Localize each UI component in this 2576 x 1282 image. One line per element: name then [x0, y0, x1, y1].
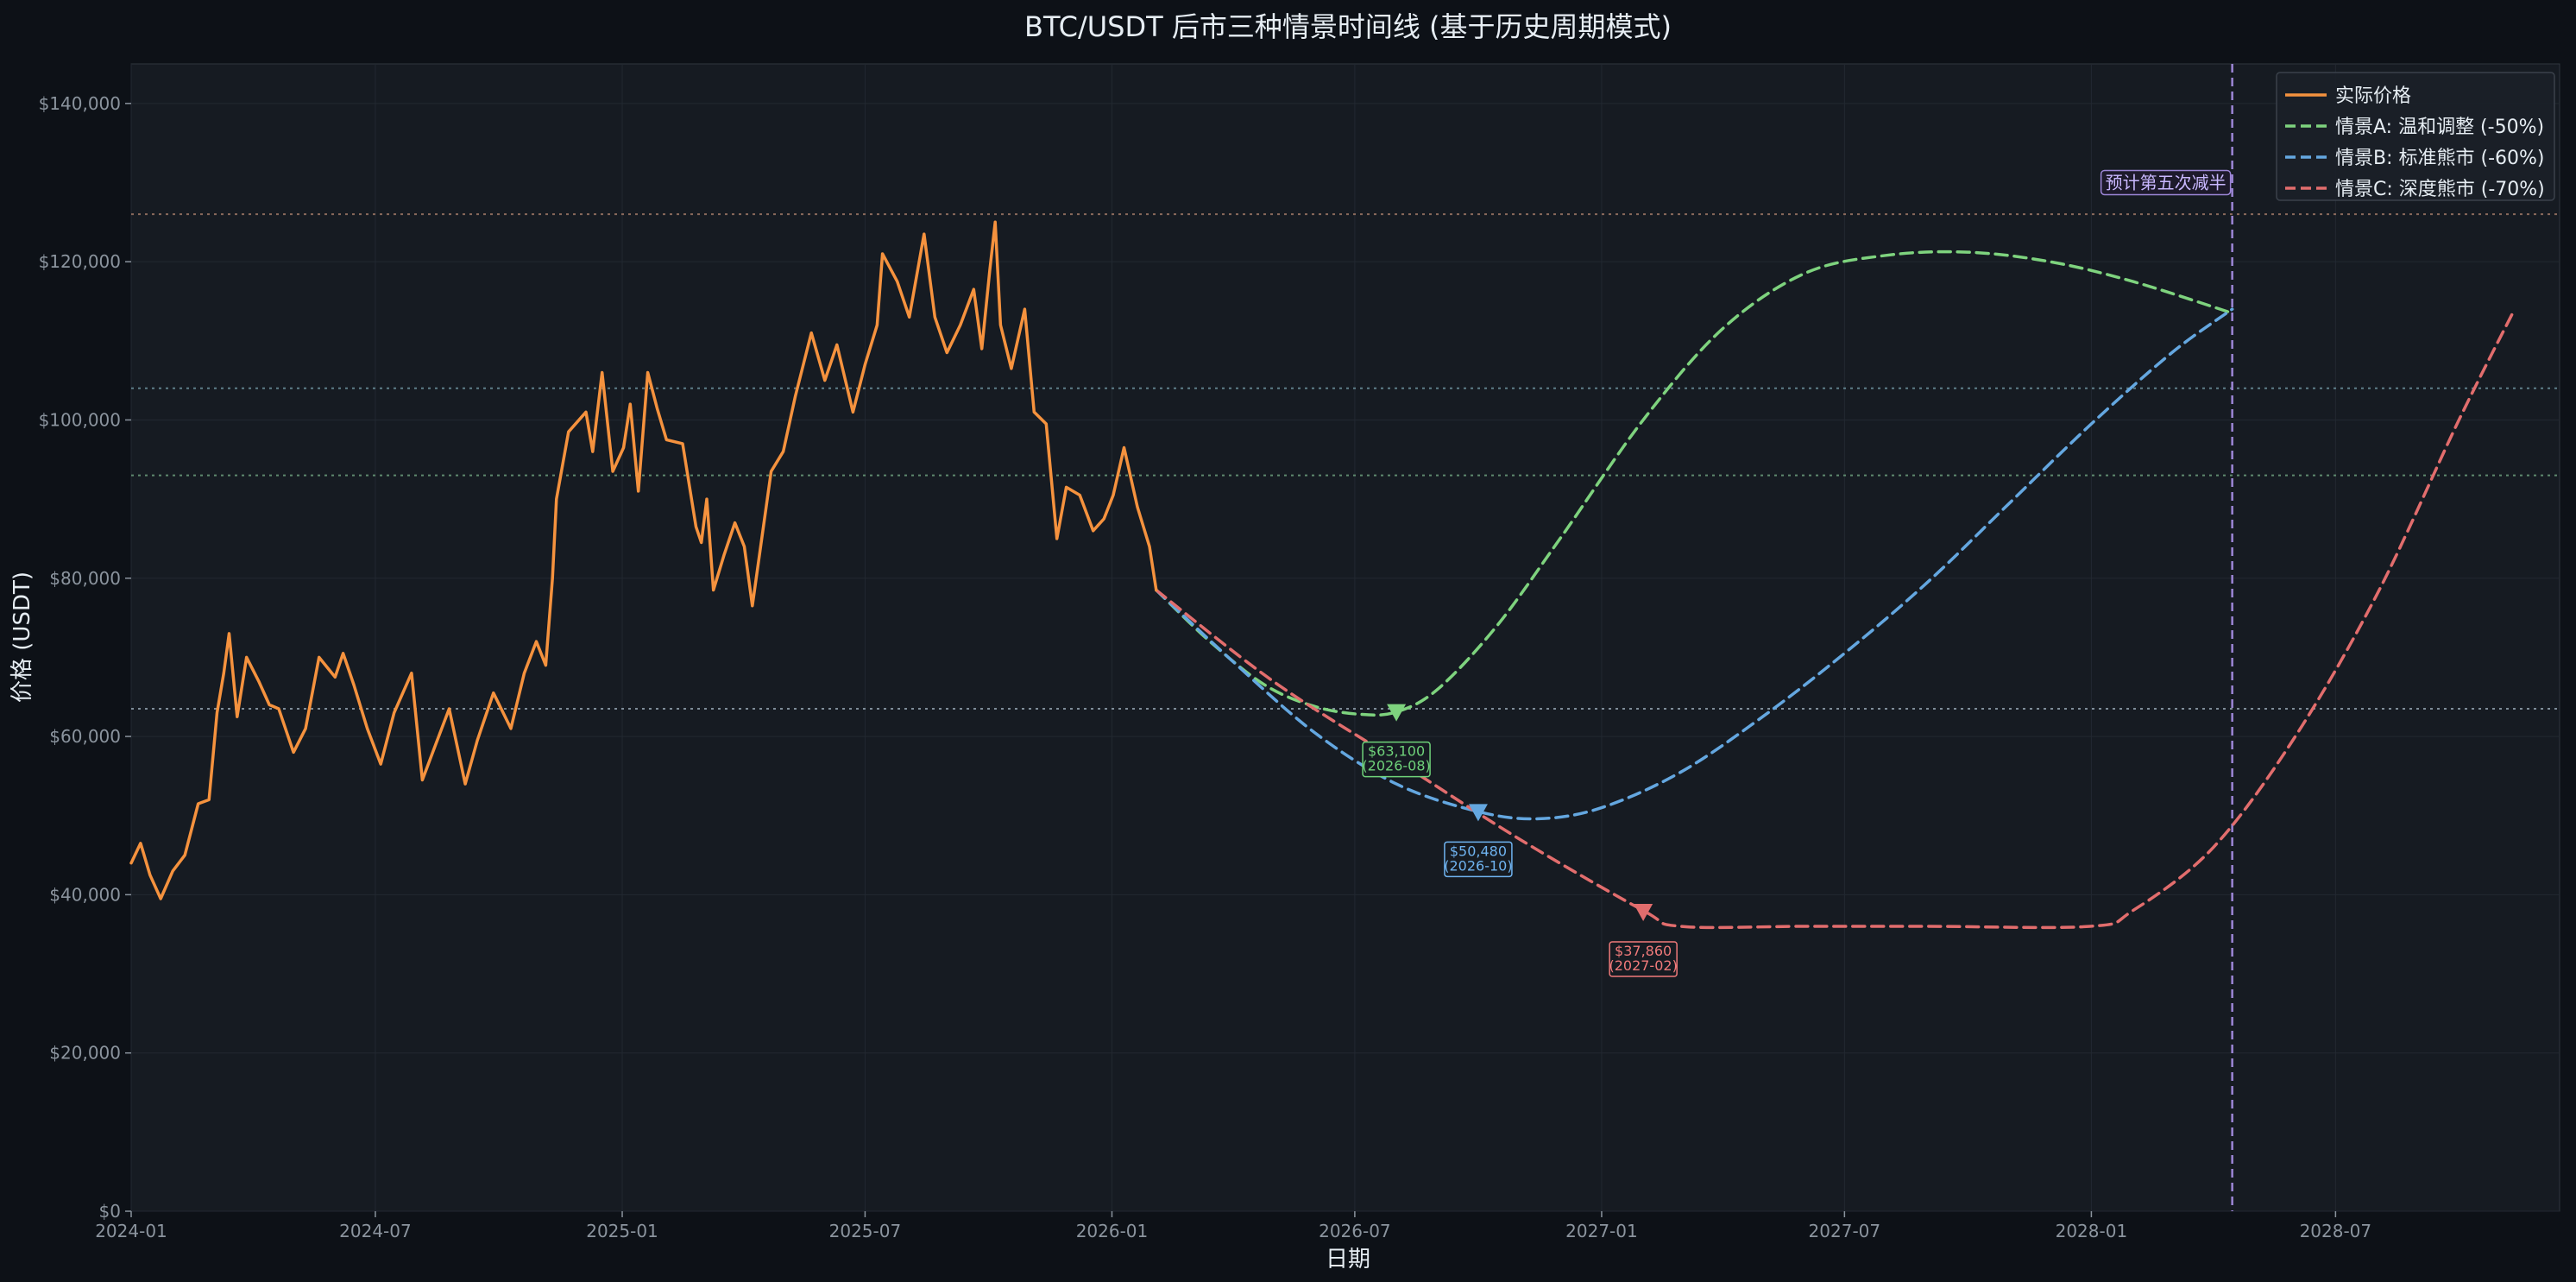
- plot-background: [130, 63, 2560, 1212]
- bottom-marker: [1387, 704, 1407, 722]
- x-tick-label: 2026-07: [1319, 1221, 1391, 1241]
- halving-label-box: [2100, 169, 2232, 196]
- annotation-box: [1609, 941, 1678, 977]
- y-axis: $0 $20,000 $40,000 $60,000 $80,000 $100,000 $1…: [39, 93, 131, 1222]
- x-tick-label: 2025-01: [586, 1221, 658, 1241]
- annotation-box: [1362, 741, 1431, 778]
- legend-label: 情景B: 标准熊市 (-60%): [2335, 148, 2545, 169]
- series-line-actual-price: [129, 220, 1158, 900]
- annotation-text: $63,100: [1368, 743, 1425, 760]
- x-tick-label: 2025-07: [829, 1221, 902, 1241]
- x-tick-label: 2027-07: [1809, 1221, 1881, 1241]
- y-tick-label: $120,000: [39, 251, 121, 272]
- legend-label: 情景A: 温和调整 (-50%): [2335, 117, 2544, 138]
- x-tick-label: 2024-07: [339, 1221, 412, 1241]
- annotation-text: (2026-08): [1362, 758, 1430, 774]
- y-tick-label: $100,000: [39, 409, 121, 430]
- series-line-scenario-b: [1155, 307, 2234, 821]
- x-tick-label: 2026-01: [1076, 1221, 1149, 1241]
- y-tick-label: $80,000: [49, 568, 121, 589]
- chart-title: BTC/USDT 后市三种情景时间线 (基于历史周期模式): [1024, 10, 1672, 43]
- legend-box: [2276, 72, 2555, 201]
- x-tick-label: 2028-07: [2300, 1221, 2372, 1241]
- annotation-text: $50,480: [1450, 843, 1507, 859]
- legend-label: 实际价格: [2335, 85, 2411, 107]
- y-axis-label: 价格 (USDT): [9, 572, 35, 703]
- annotation-layer: $63,100(2026-08) $50,480(2026-10) $37,860(…: [1362, 704, 1678, 977]
- annotation-box: [1444, 841, 1513, 878]
- reference-lines: 预计第五次减半: [131, 64, 2560, 1211]
- halving-label: 预计第五次减半: [2106, 172, 2226, 193]
- x-tick-label: 2028-01: [2056, 1221, 2128, 1241]
- legend-label: 情景C: 深度熊市 (-70%): [2335, 179, 2545, 200]
- y-tick-label: $60,000: [49, 726, 121, 747]
- annotation-text: (2027-02): [1609, 957, 1677, 974]
- annotation-text: (2026-10): [1444, 857, 1512, 874]
- annotation-text: $37,860: [1615, 943, 1672, 959]
- plot-area: 预计第五次减半 $63,100(2026-08) $50,480(2026-10)…: [129, 63, 2560, 1212]
- y-tick-label: $20,000: [49, 1043, 121, 1064]
- bottom-marker: [1468, 804, 1488, 822]
- x-tick-label: 2024-01: [95, 1221, 167, 1241]
- x-tick-label: 2027-01: [1565, 1221, 1638, 1241]
- y-tick-label: $0: [99, 1201, 121, 1222]
- y-tick-label: $40,000: [49, 884, 121, 905]
- grid-layer: [130, 64, 2560, 1212]
- x-axis: 2024-01 2024-07 2025-01 2025-07 2026-01 2026-…: [95, 1211, 2371, 1241]
- bottom-marker: [1634, 903, 1653, 921]
- x-axis-label: 日期: [1326, 1247, 1370, 1273]
- y-tick-label: $140,000: [39, 93, 121, 114]
